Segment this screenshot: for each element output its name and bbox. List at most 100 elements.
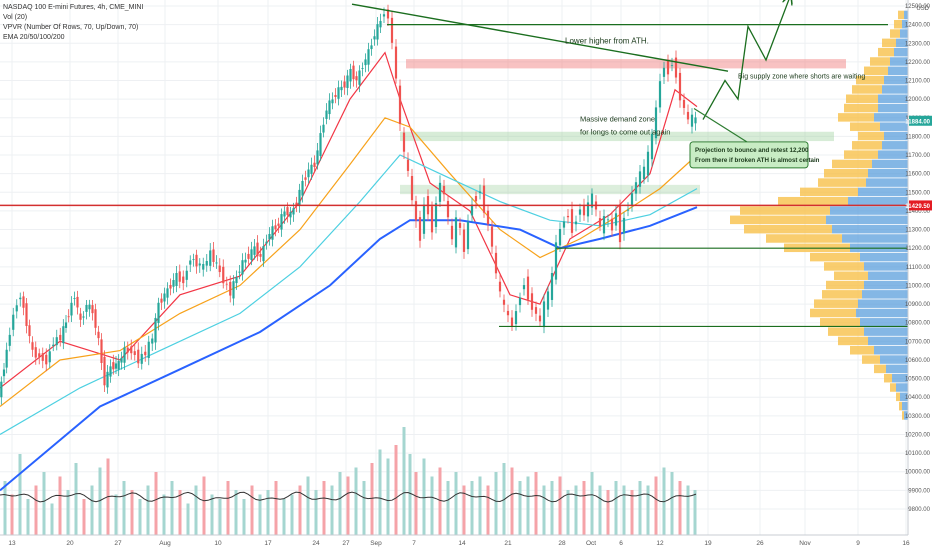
candle-body [622, 217, 626, 234]
candle-body [630, 193, 634, 206]
volume-bar [346, 476, 350, 535]
candle-body [175, 272, 178, 287]
vp-sell-bar [892, 373, 908, 383]
volume-bars [3, 427, 697, 535]
candle-body [502, 299, 506, 305]
price-label-bg [909, 200, 932, 211]
vp-buy-bar [820, 318, 860, 327]
volume-bar [614, 481, 618, 535]
vp-buy-bar [870, 57, 890, 66]
candle-body [606, 219, 610, 221]
candle-body [274, 225, 277, 230]
volume-bar [338, 472, 342, 535]
candle-body [494, 252, 498, 274]
vp-buy-bar [874, 364, 886, 374]
ema-line [0, 206, 698, 492]
volume-bar [550, 481, 554, 535]
volume-bar [186, 503, 190, 535]
y-tick-label: 10900.00 [905, 302, 931, 308]
vp-buy-bar [824, 262, 864, 271]
y-tick-label: 12100.00 [905, 79, 931, 85]
vp-buy-bar [858, 131, 884, 141]
candle-body [355, 76, 358, 81]
candle-body [522, 285, 526, 290]
candle-body [666, 60, 670, 75]
y-tick-label: 10700.00 [905, 339, 931, 345]
candle-body [562, 221, 566, 228]
candle-body [670, 65, 674, 66]
vp-sell-bar [856, 308, 908, 318]
candle-body [82, 316, 85, 318]
vp-sell-bar [830, 206, 908, 215]
candle-body [646, 151, 650, 176]
candle-body [169, 284, 172, 289]
candle-body [198, 263, 201, 266]
candle-body [109, 366, 112, 377]
candle-body [394, 46, 398, 79]
indicator-volume[interactable]: Vol (20) [3, 14, 28, 21]
candle-body [88, 304, 91, 310]
volume-bar [170, 481, 174, 535]
candle-body [638, 171, 642, 187]
candle-body [106, 371, 109, 388]
volume-bar [274, 481, 278, 535]
candle-body [130, 346, 133, 354]
candle-body [602, 216, 606, 234]
volume-bar [662, 467, 666, 535]
candle-body [283, 211, 286, 217]
candle-body [304, 177, 307, 180]
candle-body [250, 249, 253, 260]
symbol-title[interactable]: NASDAQ 100 E-mini Futures, 4h, CME_MINI [3, 4, 144, 11]
volume-bar [454, 472, 458, 535]
indicator-ema[interactable]: EMA 20/50/100/200 [3, 34, 65, 41]
candle-body [247, 253, 250, 259]
callout-pointer [693, 107, 751, 145]
vp-buy-bar [882, 38, 896, 48]
vp-buy-bar [850, 345, 874, 355]
y-tick-label: 11600.00 [905, 172, 930, 178]
annotation-text: Lower higher from ATH. [565, 36, 649, 45]
candle-body [289, 211, 292, 218]
volume-bar [178, 490, 182, 535]
y-tick-label: 11700.00 [905, 153, 930, 159]
candle-body [117, 360, 120, 370]
x-tick-label: 13 [8, 540, 16, 547]
volume-bar [598, 485, 602, 535]
volume-bar [50, 503, 54, 535]
volume-bar [74, 463, 78, 535]
volume-bar [638, 481, 642, 535]
candle-body [189, 260, 192, 265]
candle-body [123, 347, 126, 363]
candle-body [422, 204, 426, 234]
vp-sell-bar [902, 19, 908, 29]
vp-buy-bar [844, 103, 878, 113]
candle-body [133, 351, 136, 355]
volume-profile [730, 10, 908, 420]
y-tick-label: 11200.00 [905, 246, 930, 252]
y-tick-label: 11100.00 [906, 265, 931, 271]
vp-buy-bar [810, 252, 860, 262]
candle-body [446, 200, 450, 218]
candle-body [650, 133, 654, 160]
vp-buy-bar [844, 150, 878, 159]
candle-body [662, 67, 666, 77]
candle-body [442, 185, 446, 195]
candle-body [546, 291, 550, 310]
candle-body [642, 166, 646, 180]
candle-body [578, 209, 582, 215]
volume-bar [242, 499, 246, 535]
candle-body [73, 298, 76, 299]
x-tick-label: Sep [370, 540, 382, 547]
candle-body [482, 185, 486, 213]
vp-buy-bar [800, 187, 858, 197]
vp-buy-bar [850, 122, 880, 131]
candle-body [126, 347, 129, 353]
indicator-vpvr[interactable]: VPVR (Number Of Rows, 70, Up/Down, 70) [3, 24, 139, 31]
x-tick-label: 9 [856, 540, 860, 547]
candle-body [140, 353, 143, 364]
candle-body [418, 217, 422, 241]
vp-buy-bar [878, 47, 894, 57]
volume-bar [282, 499, 286, 535]
vp-sell-bar [884, 75, 908, 85]
